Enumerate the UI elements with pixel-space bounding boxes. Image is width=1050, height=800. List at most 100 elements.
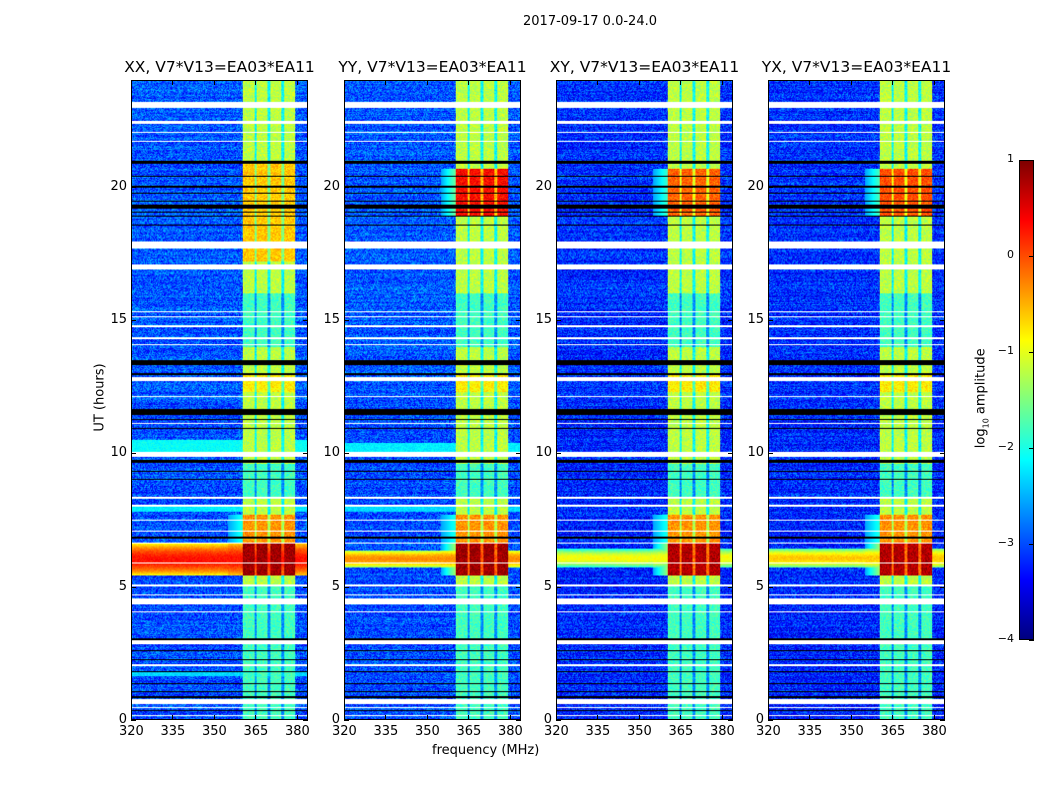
- y-tick-label: 20: [535, 178, 552, 194]
- y-tick-label: 0: [118, 712, 127, 727]
- y-tick-mark: [516, 586, 521, 588]
- x-tick-mark: [809, 80, 811, 85]
- y-tick-label: 5: [755, 578, 764, 594]
- x-tick-mark: [255, 715, 257, 720]
- x-tick-label: 380: [921, 724, 947, 739]
- x-tick-mark: [468, 715, 470, 720]
- y-tick-mark: [940, 586, 945, 588]
- x-tick-label: 365: [880, 724, 906, 739]
- y-tick-label: 5: [543, 578, 552, 594]
- y-tick-label: 15: [747, 312, 764, 327]
- x-tick-mark: [426, 80, 428, 85]
- y-tick-mark: [516, 453, 521, 455]
- x-tick-mark: [509, 715, 511, 720]
- x-tick-label: 335: [160, 724, 186, 739]
- colorbar-tick-label: 1: [1007, 152, 1014, 165]
- x-tick-mark: [131, 715, 132, 720]
- x-tick-label: 320: [756, 724, 781, 739]
- y-tick-mark: [940, 720, 945, 721]
- spectrogram-heatmap: [557, 81, 732, 719]
- y-tick-label: 10: [535, 445, 552, 461]
- y-tick-mark: [728, 586, 733, 588]
- x-tick-mark: [509, 80, 511, 85]
- panel-title: YX, V7*V13=EA03*EA11: [761, 58, 952, 76]
- y-tick-mark: [303, 720, 308, 721]
- spectrogram-panel: [556, 80, 733, 720]
- x-tick-label: 365: [456, 724, 482, 739]
- x-tick-mark: [597, 715, 599, 720]
- y-tick-mark: [131, 186, 136, 188]
- y-axis-label: UT (hours): [92, 363, 108, 432]
- y-tick-label: 10: [747, 445, 764, 461]
- x-tick-label: 380: [284, 724, 310, 739]
- x-tick-label: 380: [497, 724, 523, 739]
- x-tick-mark: [933, 80, 935, 85]
- y-tick-label: 5: [118, 578, 127, 594]
- y-tick-mark: [768, 320, 773, 321]
- y-tick-mark: [131, 453, 136, 455]
- y-tick-mark: [556, 186, 561, 188]
- spectrogram-heatmap: [132, 81, 307, 719]
- x-tick-mark: [172, 80, 174, 85]
- x-tick-mark: [385, 80, 387, 85]
- x-tick-mark: [638, 715, 640, 720]
- x-tick-label: 335: [585, 724, 611, 739]
- x-tick-mark: [721, 715, 723, 720]
- colorbar-label-sub: 10: [981, 418, 991, 429]
- colorbar-label-suffix: amplitude: [973, 348, 989, 419]
- y-tick-mark: [556, 320, 561, 321]
- y-tick-mark: [344, 320, 349, 321]
- x-tick-mark: [768, 80, 769, 85]
- y-tick-mark: [728, 720, 733, 721]
- y-tick-mark: [728, 320, 733, 321]
- spectrogram-panel: [344, 80, 521, 720]
- y-tick-label: 15: [535, 312, 552, 327]
- x-tick-mark: [638, 80, 640, 85]
- x-tick-label: 350: [414, 724, 440, 739]
- colorbar-tick-mark: [1029, 640, 1034, 641]
- y-tick-mark: [131, 586, 136, 588]
- y-tick-mark: [768, 453, 773, 455]
- x-tick-mark: [721, 80, 723, 85]
- y-tick-label: 15: [323, 312, 340, 327]
- x-tick-label: 320: [119, 724, 144, 739]
- y-tick-mark: [131, 320, 136, 321]
- y-tick-mark: [303, 586, 308, 588]
- x-tick-mark: [809, 715, 811, 720]
- y-tick-label: 0: [331, 712, 340, 727]
- y-tick-mark: [940, 186, 945, 188]
- x-tick-mark: [468, 80, 470, 85]
- colorbar-tick-label: −1: [997, 344, 1014, 357]
- y-tick-label: 0: [755, 712, 764, 727]
- spectrogram-panel: [768, 80, 945, 720]
- x-tick-mark: [213, 80, 215, 85]
- x-tick-mark: [344, 80, 345, 85]
- y-tick-mark: [556, 453, 561, 455]
- x-tick-mark: [768, 715, 769, 720]
- x-tick-mark: [344, 715, 345, 720]
- y-tick-label: 20: [323, 178, 340, 194]
- x-axis-label: frequency (MHz): [432, 743, 540, 758]
- y-tick-mark: [131, 720, 136, 721]
- y-tick-mark: [516, 186, 521, 188]
- colorbar-tick-label: −3: [997, 536, 1014, 549]
- x-tick-mark: [850, 715, 852, 720]
- x-tick-mark: [255, 80, 257, 85]
- y-tick-mark: [303, 320, 308, 321]
- x-tick-mark: [131, 80, 132, 85]
- y-tick-label: 10: [323, 445, 340, 461]
- colorbar-tick-label: −4: [997, 632, 1014, 645]
- colorbar-tick-label: −2: [997, 440, 1014, 453]
- colorbar-tick-mark: [1029, 544, 1034, 545]
- y-tick-mark: [344, 186, 349, 188]
- y-tick-label: 20: [110, 178, 127, 194]
- y-tick-mark: [344, 453, 349, 455]
- x-tick-mark: [556, 715, 557, 720]
- panel-title: YY, V7*V13=EA03*EA11: [338, 58, 527, 76]
- x-tick-mark: [680, 715, 682, 720]
- figure-title: 2017-09-17 0.0-24.0: [523, 14, 657, 29]
- x-tick-label: 335: [373, 724, 399, 739]
- y-tick-mark: [940, 453, 945, 455]
- spectrogram-heatmap: [769, 81, 944, 719]
- y-tick-mark: [940, 320, 945, 321]
